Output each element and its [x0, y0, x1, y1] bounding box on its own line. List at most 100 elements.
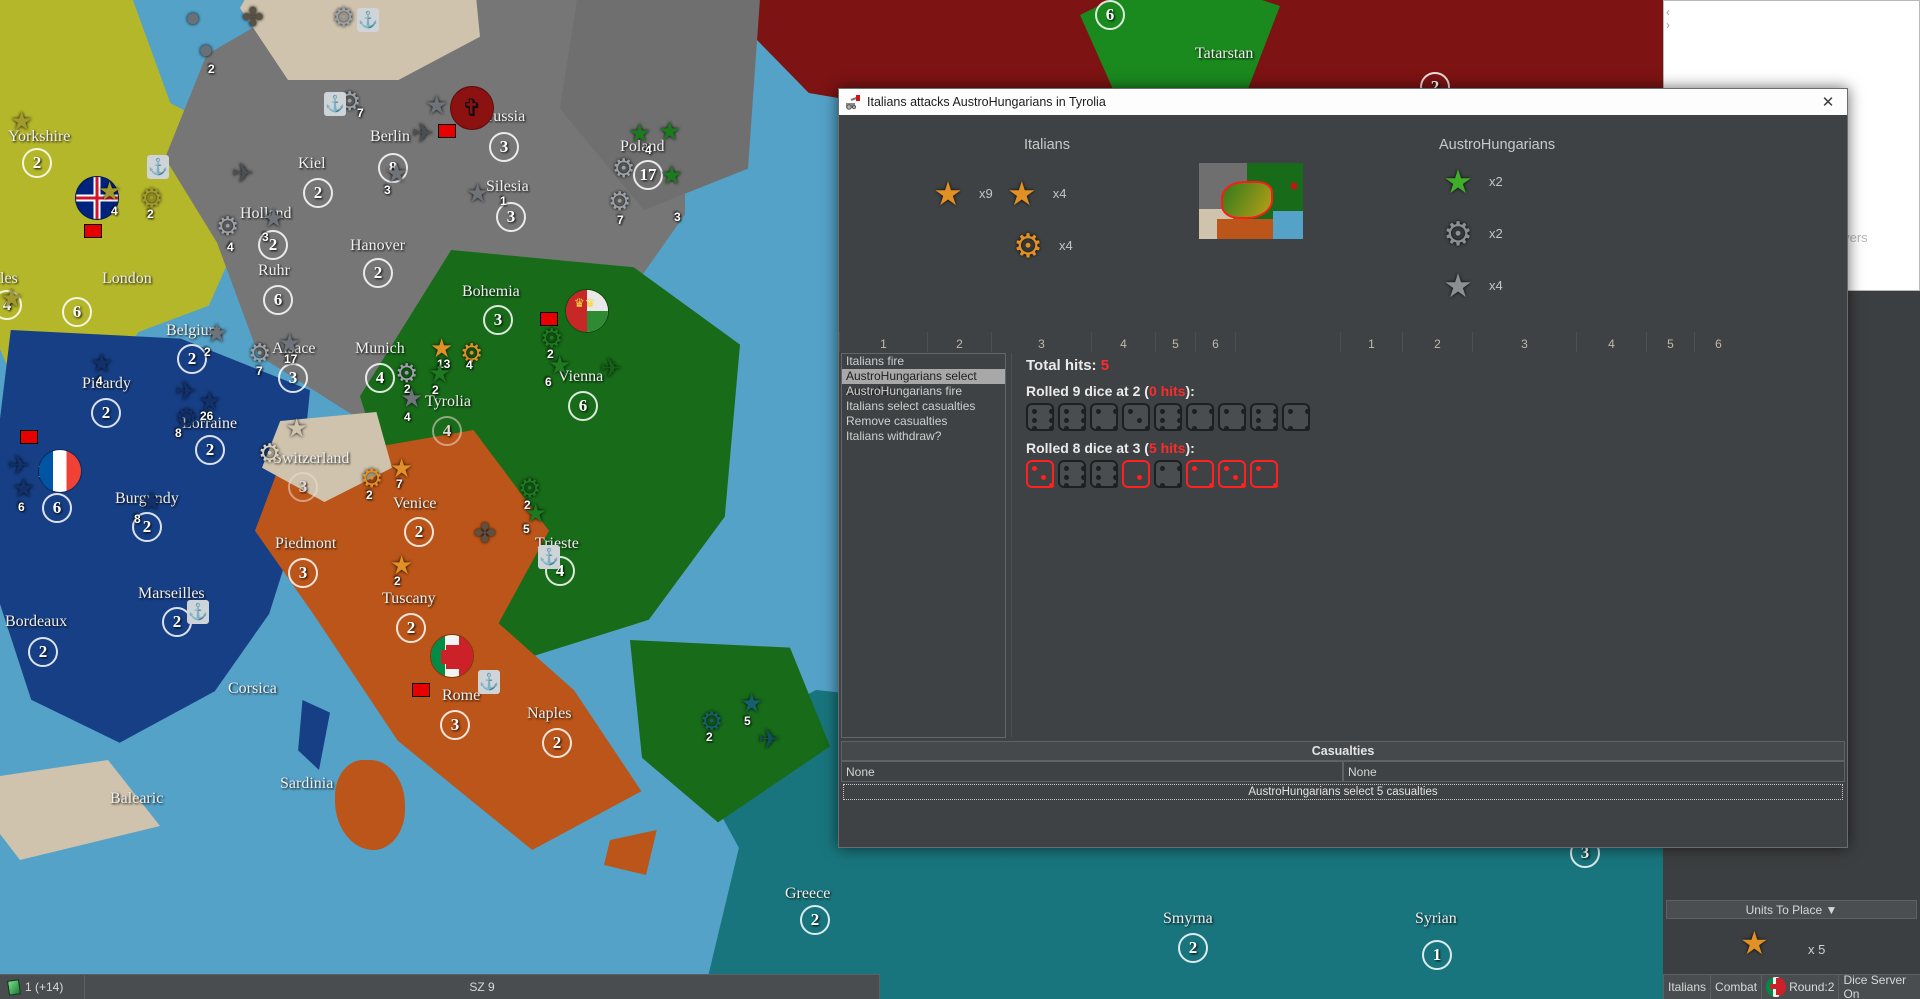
unit-stack-row[interactable]: ★ x9	[919, 167, 993, 219]
infantry-icon[interactable]: ★	[0, 283, 24, 313]
artillery-icon[interactable]: ⚙	[1013, 226, 1043, 264]
airplane-icon[interactable]: ✈	[232, 158, 254, 188]
territory-value-wales[interactable]: 4	[0, 290, 22, 320]
infantry-icon[interactable]: ★	[278, 328, 302, 358]
airplane-icon[interactable]: ✈	[758, 724, 780, 754]
infantry-icon[interactable]: ★	[658, 116, 682, 146]
infantry-icon[interactable]: ★	[385, 158, 409, 188]
territory-value-bohemia[interactable]: 3	[483, 305, 513, 335]
infantry-icon[interactable]: ★	[628, 118, 652, 148]
attacker-units[interactable]: ★ x9 ★ x4 ⚙ x4	[919, 167, 1179, 271]
artillery-icon[interactable]: ⚙	[248, 338, 272, 368]
infantry-icon[interactable]: ★	[198, 386, 222, 416]
territory-value-piedmont[interactable]: 3	[288, 558, 318, 588]
infantry-icon[interactable]: ★	[285, 413, 309, 443]
infantry-icon[interactable]: ★	[740, 688, 764, 718]
artillery-icon[interactable]: ⚙	[395, 358, 419, 388]
artillery-icon[interactable]: ⚙	[460, 338, 484, 368]
minimap-collapse-arrows[interactable]: ‹ ›	[1666, 5, 1670, 32]
infantry-icon[interactable]: ★	[400, 383, 424, 413]
territory-value-tyrolia[interactable]: 4	[432, 416, 462, 446]
territory-value-switzerland[interactable]: 3	[288, 472, 318, 502]
battle-dialog-titlebar[interactable]: Italians attacks AustroHungarians in Tyr…	[839, 89, 1847, 115]
territory-value-berlin[interactable]: 8	[378, 153, 408, 183]
territory-value-rome[interactable]: 3	[440, 710, 470, 740]
infantry-icon[interactable]: ★	[1443, 266, 1473, 304]
artillery-icon[interactable]: ⚙	[175, 403, 199, 433]
infantry-icon[interactable]: ★	[1006, 174, 1037, 212]
unit-stack-row[interactable]: ⚙ x2	[1429, 207, 1503, 259]
battle-step-item[interactable]: AustroHungarians fire	[846, 384, 963, 398]
unit-stack-row[interactable]: ★ x4	[1429, 259, 1503, 311]
battle-step-item[interactable]: Italians select casualties	[846, 399, 976, 413]
mine-icon[interactable]: ✤	[474, 518, 496, 548]
airplane-icon[interactable]: ✈	[600, 353, 622, 383]
territory-value-yorkshire[interactable]: 2	[22, 148, 52, 178]
territory-value-syrian-desert[interactable]: 1	[1422, 940, 1452, 970]
select-casualties-button[interactable]: AustroHungarians select 5 casualties	[843, 784, 1843, 800]
territory-value-trieste[interactable]: 4	[545, 556, 575, 586]
artillery-icon[interactable]: ⚙	[216, 211, 240, 241]
artillery-icon[interactable]: ⚙	[540, 323, 564, 353]
infantry-icon[interactable]: ★	[12, 473, 36, 503]
territory-value-silesia[interactable]: 3	[496, 202, 526, 232]
infantry-icon[interactable]: ★	[262, 203, 286, 233]
territory-value-vienna[interactable]: 6	[568, 391, 598, 421]
territory-value-kiel[interactable]: 2	[303, 178, 333, 208]
infantry-icon[interactable]: ★	[90, 348, 114, 378]
infantry-icon[interactable]: ★	[390, 550, 414, 580]
pu-status[interactable]: 1 (+14)	[0, 974, 85, 999]
territory-value-munich[interactable]: 4	[365, 363, 395, 393]
artillery-icon[interactable]: ⚙	[360, 463, 384, 493]
territory-value-bordeaux[interactable]: 2	[28, 637, 58, 667]
artillery-icon[interactable]: ⚙	[140, 183, 164, 213]
territory-value-holland[interactable]: 2	[258, 230, 288, 260]
territory-value-naples[interactable]: 2	[542, 728, 572, 758]
territory-value-picardy[interactable]: 2	[91, 398, 121, 428]
infantry-icon[interactable]: ★	[933, 174, 963, 212]
battle-step-item[interactable]: Remove casualties	[846, 414, 948, 428]
territory-value-ruhr[interactable]: 6	[263, 285, 293, 315]
artillery-icon[interactable]: ⚙	[608, 186, 632, 216]
artillery-icon[interactable]: ⚙	[332, 2, 356, 32]
infantry-icon[interactable]: ★	[140, 486, 164, 516]
infantry-icon[interactable]: ★	[524, 498, 548, 528]
airplane-icon[interactable]: ✈	[175, 376, 197, 406]
infantry-icon[interactable]: ★	[430, 333, 454, 363]
infantry-icon[interactable]: ★	[425, 90, 449, 120]
infantry-icon[interactable]: ★	[1443, 162, 1473, 200]
units-to-place-button[interactable]: Units To Place ▼	[1666, 900, 1917, 919]
infantry-icon[interactable]: ★	[548, 350, 572, 380]
infantry-icon[interactable]: ★	[660, 160, 684, 190]
territory-value-hanover[interactable]: 2	[363, 258, 393, 288]
territory-value-north-russia-value[interactable]: 6	[1095, 0, 1125, 30]
battleship-icon[interactable]: ●	[185, 2, 201, 32]
battle-step-item[interactable]: Italians fire	[846, 354, 905, 368]
territory-value-smyrna[interactable]: 2	[1178, 933, 1208, 963]
territory-value-greece[interactable]: 2	[800, 905, 830, 935]
infantry-icon[interactable]: ★	[390, 453, 414, 483]
artillery-icon[interactable]: ⚙	[1443, 214, 1473, 252]
battle-dialog[interactable]: Italians attacks AustroHungarians in Tyr…	[838, 88, 1848, 848]
territory-value-belgium[interactable]: 2	[177, 344, 207, 374]
territory-value-venice[interactable]: 2	[404, 517, 434, 547]
battle-step-item[interactable]: Italians withdraw?	[846, 429, 942, 443]
territory-value-tuscany[interactable]: 2	[396, 613, 426, 643]
unit-stack-row[interactable]: ★ x4	[993, 167, 1067, 219]
artillery-icon[interactable]: ⚙	[258, 438, 282, 468]
territory-value-burgundy[interactable]: 2	[132, 512, 162, 542]
artillery-icon[interactable]: ⚙	[612, 153, 636, 183]
infantry-icon[interactable]: ★	[428, 358, 452, 388]
territory-value-london[interactable]: 6	[62, 297, 92, 327]
airplane-icon[interactable]: ✈	[8, 450, 30, 480]
infantry-icon[interactable]: ★	[466, 178, 490, 208]
infantry-icon[interactable]: ★	[10, 106, 34, 136]
territory-value-poland[interactable]: 17	[633, 160, 663, 190]
infantry-icon[interactable]: ★	[1740, 925, 1769, 961]
close-icon[interactable]: ✕	[1821, 94, 1835, 111]
battle-step-item[interactable]: AustroHungarians select casualties	[842, 369, 1005, 398]
defender-units[interactable]: ★ x2 ⚙ x2 ★ x4	[1429, 155, 1503, 311]
battle-steps-list[interactable]: Italians fire AustroHungarians select cas…	[841, 353, 1006, 738]
mine-icon[interactable]: ✤	[242, 2, 264, 32]
airplane-icon[interactable]: ✈	[412, 118, 434, 148]
